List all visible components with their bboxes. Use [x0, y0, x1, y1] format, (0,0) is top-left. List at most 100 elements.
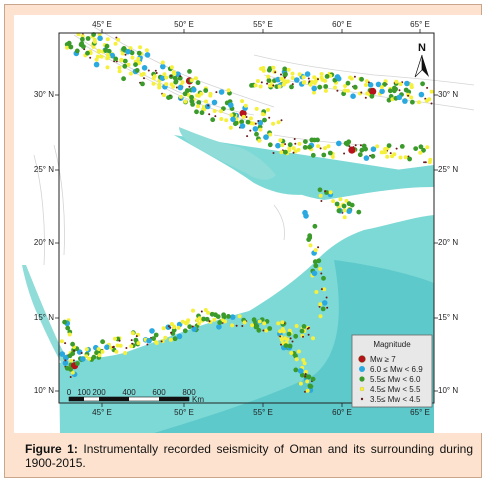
brown-quake-dot	[135, 335, 138, 338]
green-quake-dot	[113, 56, 119, 62]
brown-quake-dot	[336, 89, 339, 92]
legend-label: Mw ≥ 7	[370, 355, 396, 364]
earthquake-points	[59, 32, 434, 393]
green-quake-dot	[80, 36, 85, 42]
yellow-quake-dot	[223, 319, 228, 324]
yellow-quake-dot	[178, 94, 183, 99]
yellow-quake-dot	[278, 138, 283, 143]
yellow-quake-dot	[403, 155, 408, 160]
yellow-quake-dot	[163, 335, 168, 340]
yellow-quake-dot	[318, 302, 323, 307]
yellow-quake-dot	[164, 75, 169, 80]
green-quake-dot	[94, 350, 99, 356]
top-lon-label: 60° E	[332, 20, 352, 29]
blue-quake-dot	[334, 74, 341, 80]
yellow-quake-dot	[333, 85, 337, 90]
blue-quake-dot	[80, 356, 86, 362]
green-quake-dot	[421, 147, 426, 153]
right-lat-label: 10° N	[438, 386, 458, 395]
top-lon-label: 50° E	[174, 20, 194, 29]
yellow-quake-dot	[69, 358, 74, 363]
yellow-quake-dot	[253, 83, 258, 88]
yellow-quake-dot	[318, 314, 323, 319]
yellow-quake-dot	[157, 78, 162, 83]
yellow-quake-dot	[151, 81, 156, 86]
brown-quake-dot	[291, 83, 294, 86]
blue-quake-dot	[402, 98, 408, 104]
green-quake-dot	[262, 117, 267, 123]
yellow-quake-dot	[105, 65, 110, 70]
green-quake-dot	[140, 81, 145, 87]
blue-quake-dot	[346, 208, 352, 214]
figure-caption: Figure 1: Instrumentally recorded seismi…	[25, 442, 473, 470]
green-quake-dot	[283, 343, 289, 348]
green-quake-dot	[306, 374, 312, 380]
green-quake-dot	[251, 317, 257, 323]
yellow-quake-dot	[271, 121, 276, 126]
yellow-quake-dot	[126, 62, 131, 67]
green-quake-dot	[346, 201, 352, 207]
yellow-quake-dot	[298, 381, 303, 386]
yellow-quake-dot	[138, 45, 143, 50]
yellow-quake-dot	[345, 88, 350, 93]
right-lat-label: 20° N	[438, 238, 458, 247]
blue-quake-dot	[125, 48, 131, 55]
yellow-quake-dot	[180, 319, 185, 324]
brown-quake-dot	[64, 359, 67, 362]
yellow-quake-dot	[116, 37, 121, 42]
yellow-quake-dot	[258, 84, 263, 89]
yellow-quake-dot	[180, 80, 185, 85]
green-quake-dot	[85, 36, 91, 41]
yellow-quake-dot	[364, 83, 368, 87]
yellow-quake-dot	[379, 85, 384, 90]
brown-quake-dot	[118, 339, 121, 342]
green-quake-dot	[283, 149, 288, 155]
yellow-quake-dot	[257, 138, 262, 143]
green-quake-dot	[312, 223, 318, 229]
green-quake-dot	[303, 139, 308, 144]
brown-quake-dot	[307, 333, 310, 336]
yellow-quake-dot	[117, 69, 122, 74]
yellow-quake-dot	[144, 48, 149, 53]
brown-quake-dot	[200, 310, 203, 313]
blue-quake-dot	[230, 116, 236, 123]
blue-quake-dot	[367, 82, 374, 88]
green-quake-dot	[254, 131, 259, 137]
blue-quake-dot	[275, 142, 281, 149]
yellow-quake-dot	[161, 93, 166, 98]
green-quake-dot	[190, 102, 196, 107]
blue-quake-dot	[62, 360, 69, 366]
yellow-quake-dot	[279, 337, 284, 342]
brown-quake-dot	[398, 89, 401, 92]
brown-quake-dot	[170, 74, 172, 77]
brown-quake-dot	[423, 161, 426, 164]
green-quake-dot	[356, 209, 362, 215]
green-quake-dot	[65, 325, 71, 331]
green-quake-dot	[133, 62, 138, 67]
yellow-quake-dot	[169, 65, 174, 70]
green-quake-dot	[221, 314, 227, 320]
left-lat-label: 30° N	[34, 90, 54, 99]
yellow-quake-dot	[398, 155, 403, 160]
brown-quake-dot	[343, 152, 346, 155]
brown-quake-dot	[291, 340, 294, 343]
green-quake-dot	[420, 81, 425, 87]
legend-label: 6.0 ≤ Mw < 6.9	[370, 365, 423, 374]
yellow-quake-dot	[105, 37, 110, 42]
yellow-quake-dot	[259, 66, 263, 71]
yellow-quake-dot	[364, 79, 369, 84]
yellow-quake-dot	[137, 61, 142, 66]
brown-quake-dot	[260, 81, 263, 84]
yellow-quake-dot	[286, 67, 291, 72]
yellow-quake-dot	[129, 344, 134, 349]
yellow-quake-dot	[128, 71, 133, 76]
yellow-quake-dot	[268, 132, 273, 137]
brown-quake-dot	[274, 71, 277, 74]
scale-bar: 0 100 200 400 600 800 Km	[67, 388, 205, 404]
green-quake-dot	[343, 140, 349, 146]
blue-quake-dot	[218, 89, 225, 95]
green-quake-dot	[233, 121, 238, 127]
yellow-quake-dot	[320, 77, 325, 82]
green-quake-dot	[187, 69, 192, 74]
yellow-quake-dot	[254, 106, 259, 111]
